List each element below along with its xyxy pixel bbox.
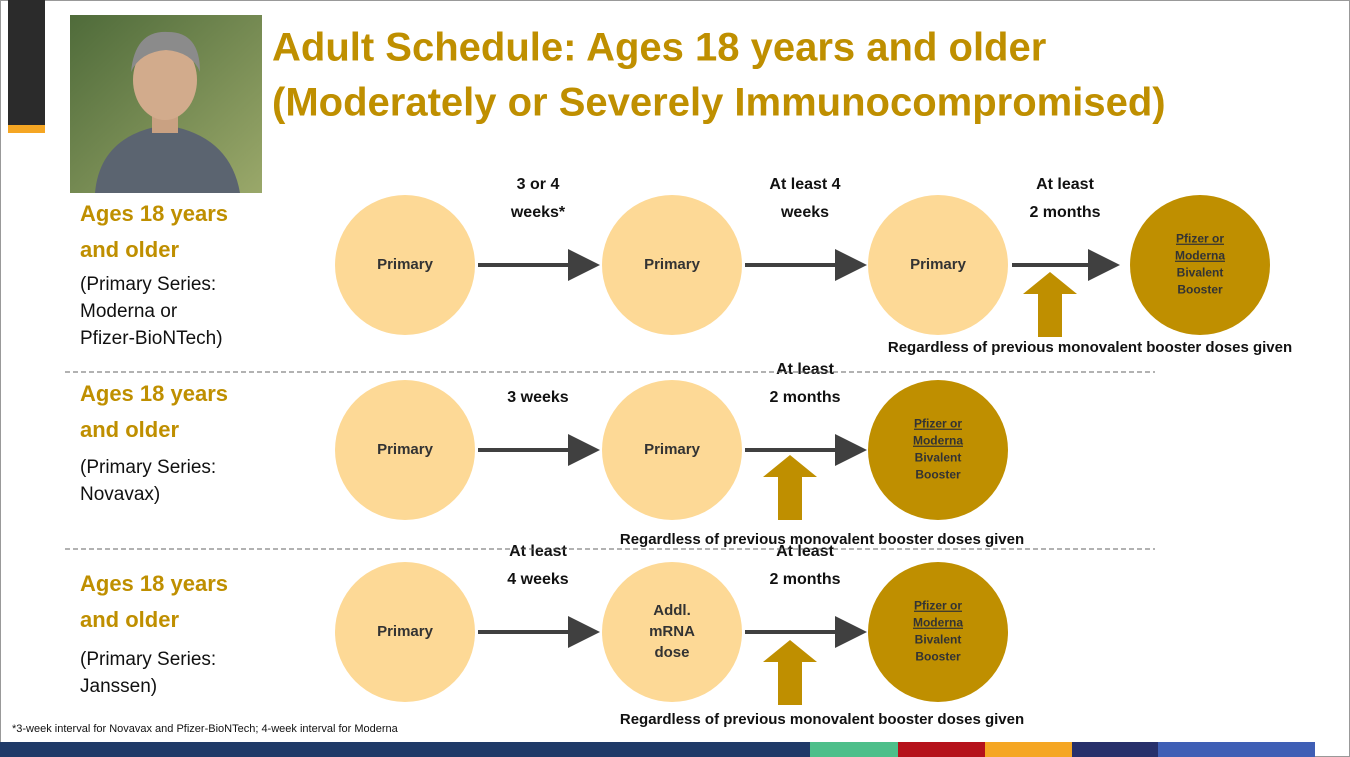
dose-label: Booster (915, 650, 961, 664)
interval-label: At least (509, 543, 567, 560)
row-detail: Moderna or (80, 301, 178, 322)
side-bar (8, 0, 45, 125)
row-label: and older (80, 607, 179, 632)
interval-label: weeks* (510, 204, 566, 221)
row-detail: (Primary Series: (80, 649, 216, 670)
dose-label: Primary (377, 256, 434, 273)
dose-label: Addl. (653, 602, 691, 619)
row-label: and older (80, 417, 179, 442)
dose-label: Pfizer or (1176, 232, 1224, 246)
row-detail: (Primary Series: (80, 457, 216, 478)
row-detail: Pfizer-BioNTech) (80, 328, 223, 349)
row-label: Ages 18 years (80, 571, 228, 596)
dose-label: Booster (915, 468, 961, 482)
dose-label: Booster (1177, 283, 1223, 297)
interval-label: 2 months (769, 389, 840, 406)
page: Adult Schedule: Ages 18 years and older (… (0, 0, 1350, 757)
row-label: Ages 18 years (80, 201, 228, 226)
dose-label: Bivalent (1177, 266, 1224, 280)
interval-label: At least (776, 361, 834, 378)
title-line: Adult Schedule: Ages 18 years and older (272, 26, 1046, 70)
dose-label: Moderna (1175, 249, 1225, 263)
dose-label: dose (654, 644, 689, 661)
interval-label: weeks (780, 204, 829, 221)
interval-label: 2 months (769, 571, 840, 588)
dose-label: Primary (377, 441, 434, 458)
footer-bar (0, 742, 1315, 757)
interval-label: 3 weeks (507, 389, 568, 406)
row-detail: (Primary Series: (80, 274, 216, 295)
interval-label: At least (1036, 176, 1094, 193)
dose-label: Bivalent (915, 451, 962, 465)
side-accent (8, 125, 45, 133)
dose-label: Pfizer or (914, 417, 962, 431)
row-label: and older (80, 237, 179, 262)
dose-label: Primary (377, 623, 434, 640)
dose-label: Bivalent (915, 633, 962, 647)
photo (70, 15, 262, 193)
booster-note: Regardless of previous monovalent booste… (888, 339, 1292, 356)
row-label: Ages 18 years (80, 381, 228, 406)
interval-label: 2 months (1029, 204, 1100, 221)
dose-label: Moderna (913, 616, 963, 630)
footnote: *3-week interval for Novavax and Pfizer-… (12, 723, 399, 735)
row-detail: Novavax) (80, 484, 160, 505)
interval-label: 3 or 4 (517, 176, 560, 193)
booster-note: Regardless of previous monovalent booste… (620, 711, 1024, 728)
interval-label: 4 weeks (507, 571, 568, 588)
dose-label: Pfizer or (914, 599, 962, 613)
slide: Adult Schedule: Ages 18 years and older (… (0, 0, 1350, 757)
dose-label: mRNA (649, 623, 695, 640)
dose-label: Moderna (913, 434, 963, 448)
dose-label: Primary (644, 441, 701, 458)
title-line: (Moderately or Severely Immunocompromise… (272, 81, 1166, 125)
dose-label: Primary (644, 256, 701, 273)
dose-label: Primary (910, 256, 967, 273)
interval-label: At least (776, 543, 834, 560)
interval-label: At least 4 (769, 176, 840, 193)
row-detail: Janssen) (80, 676, 157, 697)
